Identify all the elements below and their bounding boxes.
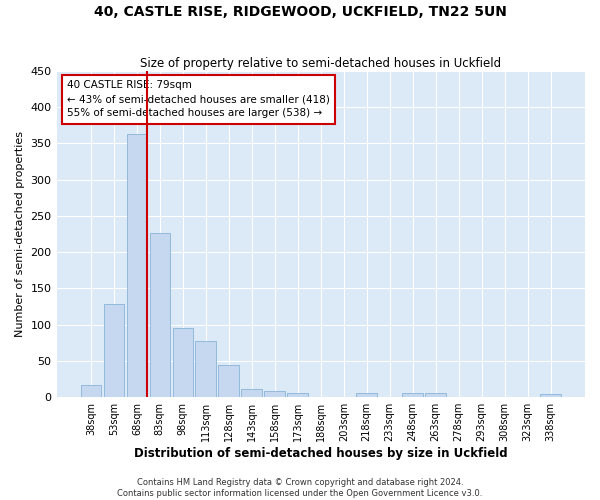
Bar [425, 393, 446, 397]
Bar [403, 393, 423, 397]
Title: Size of property relative to semi-detached houses in Uckfield: Size of property relative to semi-detach… [140, 56, 502, 70]
Bar [356, 393, 377, 397]
Text: 40, CASTLE RISE, RIDGEWOOD, UCKFIELD, TN22 5UN: 40, CASTLE RISE, RIDGEWOOD, UCKFIELD, TN… [94, 5, 506, 19]
Bar [80, 385, 101, 397]
Bar [173, 328, 193, 397]
Y-axis label: Number of semi-detached properties: Number of semi-detached properties [15, 131, 25, 337]
Bar [540, 394, 561, 397]
Bar [196, 340, 216, 397]
Text: Contains HM Land Registry data © Crown copyright and database right 2024.
Contai: Contains HM Land Registry data © Crown c… [118, 478, 482, 498]
Bar [287, 393, 308, 397]
Bar [265, 392, 285, 397]
Bar [104, 304, 124, 397]
Text: 40 CASTLE RISE: 79sqm
← 43% of semi-detached houses are smaller (418)
55% of sem: 40 CASTLE RISE: 79sqm ← 43% of semi-deta… [67, 80, 330, 118]
Bar [149, 233, 170, 397]
Bar [218, 364, 239, 397]
Bar [241, 388, 262, 397]
Bar [127, 134, 147, 397]
X-axis label: Distribution of semi-detached houses by size in Uckfield: Distribution of semi-detached houses by … [134, 447, 508, 460]
